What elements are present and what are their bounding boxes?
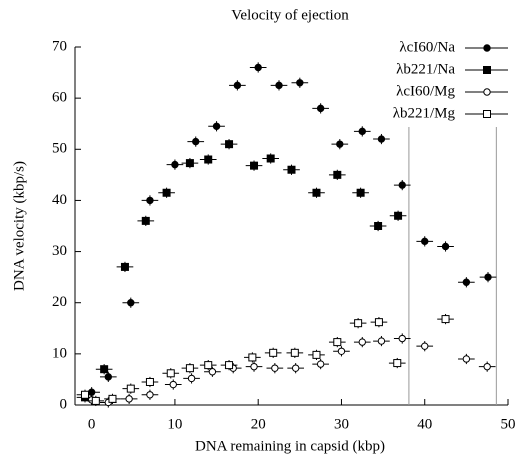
legend-marker [483,44,491,52]
x-tick-label: 40 [417,416,432,432]
y-tick-label: 20 [52,294,67,310]
legend-marker [483,66,491,74]
y-tick-label: 60 [52,90,67,106]
x-tick-label: 10 [167,416,182,432]
point [250,362,258,371]
x-tick-label: 50 [501,416,516,432]
point [204,361,213,370]
point [421,342,429,350]
point [266,154,275,163]
point [146,391,154,399]
point [185,159,194,168]
point [398,334,406,343]
point [225,361,234,370]
point [291,364,300,372]
chart-title: Velocity of ejection [231,7,349,23]
y-tick-label: 50 [52,141,67,157]
point [483,362,491,371]
point [108,394,117,403]
point [441,242,450,251]
point [269,348,278,357]
point [233,81,242,90]
point [484,273,492,281]
point [146,196,154,205]
point [271,364,279,372]
x-tick-label: 30 [334,416,349,432]
point [374,222,383,230]
x-tick-label: 20 [251,416,266,432]
point [100,365,109,374]
point [377,337,386,345]
point [125,395,133,403]
point [248,353,257,362]
legend-marker [483,110,491,118]
point [120,262,129,271]
point [162,188,171,197]
point [185,364,194,373]
point [358,338,366,346]
point [394,211,403,220]
point [126,384,135,393]
legend-marker [483,88,491,96]
point [421,237,429,246]
point [374,318,383,327]
point [377,135,386,143]
point [316,360,325,368]
point [312,188,321,197]
point [166,369,175,378]
point [225,140,234,149]
y-tick-label: 30 [52,243,67,259]
legend-label: λb221/Mg [393,105,456,121]
point [316,104,325,113]
y-tick-label: 70 [52,38,67,54]
point [333,170,342,179]
point [169,380,177,389]
point [91,396,100,405]
point [290,348,299,357]
point [393,359,402,368]
point [312,350,321,359]
point [356,188,365,197]
legend-label: λcI60/Mg [396,83,455,99]
point [104,373,113,381]
point [192,137,200,146]
x-tick-label: 0 [88,416,96,432]
point [80,390,89,399]
point [336,140,344,148]
point [204,155,213,164]
y-tick-label: 10 [52,345,67,361]
point [333,338,342,347]
point [212,122,221,130]
point [462,355,471,363]
point [208,368,217,376]
x-axis-label: DNA remaining in capsid (kbp) [195,438,385,454]
point [287,165,296,174]
point [254,63,262,72]
point [127,299,135,307]
point [441,315,450,324]
point [187,374,196,383]
point [462,278,471,286]
y-axis-label: DNA velocity (kbp/s) [11,161,27,291]
legend-label: λcI60/Na [399,39,455,55]
point [398,181,406,189]
y-tick-label: 0 [60,396,68,412]
point [171,160,179,169]
point [141,216,150,225]
point [250,161,259,170]
point [296,79,304,87]
point [358,127,366,136]
point [275,81,283,90]
point [145,377,154,386]
point [354,319,363,328]
y-tick-label: 40 [52,192,67,208]
point [337,347,346,355]
legend-label: λb221/Na [396,61,455,77]
